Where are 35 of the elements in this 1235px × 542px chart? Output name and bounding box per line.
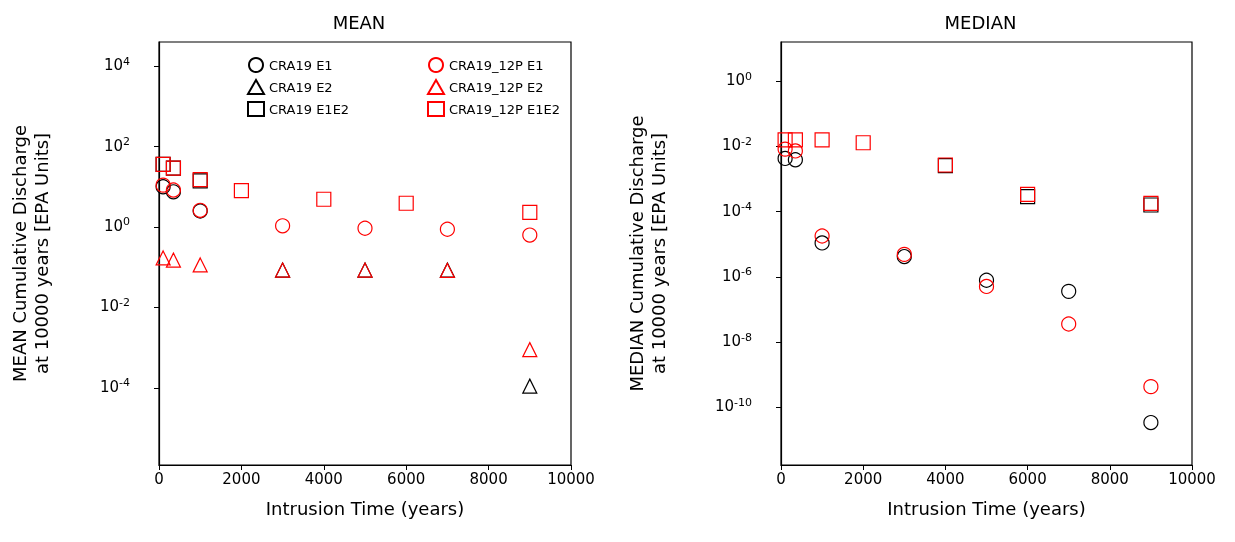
x-tick-label: 8000 <box>1090 469 1129 488</box>
y-tick-label: 10$^{-4}$ <box>99 376 130 398</box>
y-tick-label: 10$^{4}$ <box>103 54 130 77</box>
legend-label: CRA19 E1 <box>269 57 333 73</box>
y-tick-label: 10$^{-8}$ <box>721 330 752 353</box>
x-tick-label: 6000 <box>387 469 426 488</box>
x-tick-label: 8000 <box>469 469 508 488</box>
chart-title: MEDIAN <box>944 11 1017 33</box>
x-tick-label: 4000 <box>926 469 965 488</box>
y-tick-label: 10$^{-2}$ <box>721 134 752 157</box>
x-tick-label: 6000 <box>1008 469 1047 488</box>
legend-label: CRA19_12P E1E2 <box>449 101 561 117</box>
chart-title: MEAN <box>332 11 386 33</box>
x-tick-label: 0 <box>776 469 786 488</box>
y-tick-label: 10$^{0}$ <box>103 215 130 237</box>
x-tick-label: 2000 <box>222 469 261 488</box>
y-tick-label: 10$^{-4}$ <box>721 200 752 222</box>
y-tick-label: 10$^{-6}$ <box>721 265 752 287</box>
y-tick-label: 10$^{-10}$ <box>714 395 752 418</box>
x-axis-title: Intrusion Time (years) <box>887 497 1086 519</box>
legend-label: CRA19 E1E2 <box>269 101 350 117</box>
x-axis-title: Intrusion Time (years) <box>265 497 465 519</box>
y-tick-label: 10$^{2}$ <box>103 135 130 157</box>
y-axis-title: MEDIAN Cumulative Discharge at 10000 years [EPA Units] <box>625 115 669 392</box>
x-tick-label: 4000 <box>304 469 343 488</box>
x-tick-label: 10000 <box>547 469 595 488</box>
y-tick-label: 10$^{0}$ <box>725 69 752 92</box>
x-tick-label: 2000 <box>844 469 883 488</box>
legend-label: CRA19 E2 <box>269 79 333 95</box>
x-tick-label: 10000 <box>1168 469 1216 488</box>
x-tick-label: 0 <box>154 469 164 488</box>
y-axis-title: MEAN Cumulative Discharge at 10000 years [EPA Units] <box>8 124 52 383</box>
y-tick-label: 10$^{-2}$ <box>99 295 130 318</box>
legend-label: CRA19_12P E2 <box>449 79 544 95</box>
legend-label: CRA19_12P E1 <box>449 57 544 73</box>
